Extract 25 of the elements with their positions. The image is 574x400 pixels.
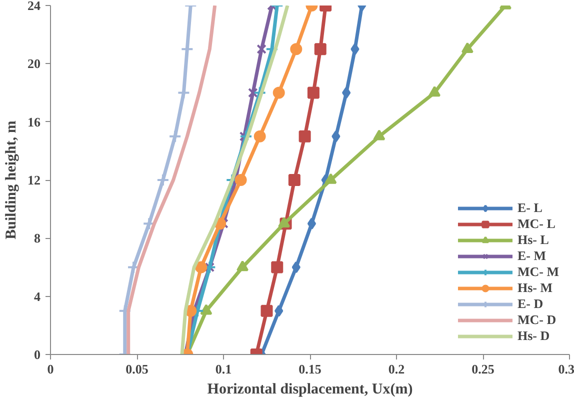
x-tick-label: 0: [47, 362, 54, 376]
y-tick-label: 4: [34, 288, 41, 304]
legend-label: Hs- D: [517, 328, 550, 344]
legend-label: Hs- M: [517, 280, 553, 296]
y-tick-label: 20: [28, 56, 40, 72]
y-tick-label: 24: [28, 0, 41, 13]
y-tick-label: 12: [28, 172, 40, 188]
x-tick-label: 0.3: [558, 362, 574, 376]
x-tick-label: 0.2: [388, 362, 405, 376]
legend-label: E- M: [517, 248, 546, 264]
x-tick-label: 0.05: [126, 362, 149, 376]
legend-label: MC- D: [517, 312, 556, 328]
legend-label: Hs- L: [517, 232, 549, 248]
y-axis-title: Building height, m: [4, 120, 20, 240]
x-tick-label: 0.25: [472, 362, 495, 376]
legend-label: MC- L: [517, 216, 556, 232]
legend-label: MC- M: [517, 264, 559, 280]
y-tick-label: 8: [34, 230, 41, 246]
legend-label: E- L: [517, 200, 542, 216]
y-tick-label: 0: [34, 347, 40, 362]
x-tick-label: 0.15: [298, 362, 322, 376]
legend-label: E- D: [517, 296, 544, 312]
x-axis-title: Horizontal displacement, Ux(m): [207, 382, 413, 398]
x-tick-label: 0.1: [215, 362, 232, 376]
y-tick-label: 16: [28, 114, 41, 130]
